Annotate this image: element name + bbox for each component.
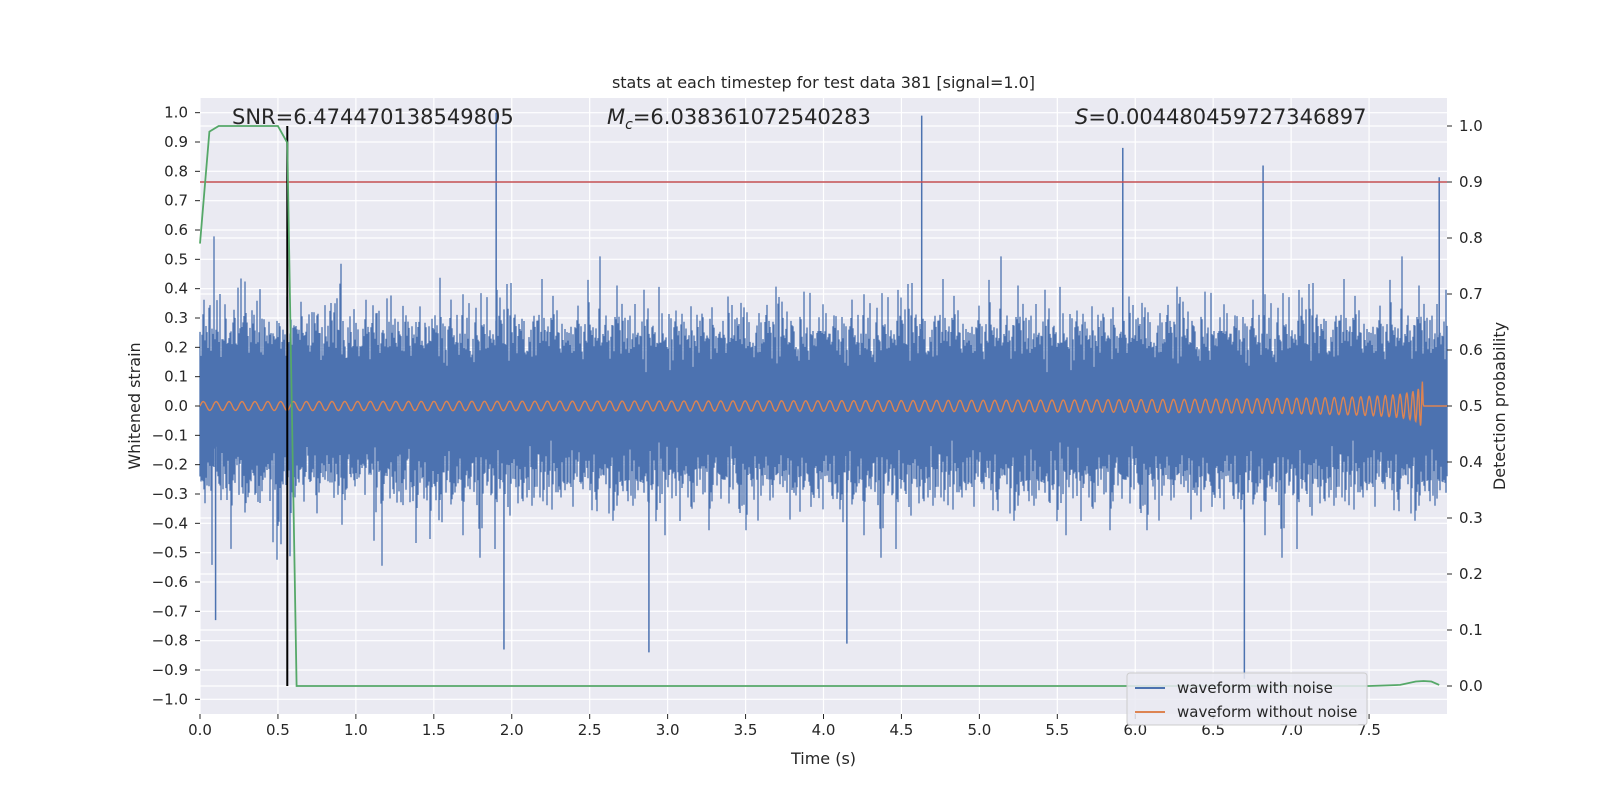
detection-probability-line [199,125,1440,687]
x-tick-label: 3.0 [656,721,680,739]
s-value: =0.004480459727346897 [1088,105,1366,129]
x-axis-label: Time (s) [790,749,856,768]
y2-tick-label: 0.7 [1459,285,1483,303]
legend-label-with-noise: waveform with noise [1177,679,1333,697]
y-tick-label: −0.4 [152,514,188,532]
x-tick-label: 1.0 [344,721,368,739]
y-tick-label: 0.0 [164,397,188,415]
legend-label-without-noise: waveform without noise [1177,703,1357,721]
s-annotation: S=0.004480459727346897 [1075,105,1366,129]
x-tick-label: 1.5 [422,721,446,739]
x-tick-label: 0.5 [266,721,290,739]
chirp-mass-symbol: M [607,105,625,129]
y2-axis-label: Detection probability [1490,322,1509,490]
y-tick-label: 0.2 [164,338,188,356]
clean-trace [199,381,1447,426]
y-tick-label: −0.8 [152,632,188,650]
chirp-mass-annotation: Mc=6.038361072540283 [607,105,871,133]
y2-tick-label: 0.4 [1459,453,1483,471]
y2-tick-label: 0.2 [1459,565,1483,583]
y2-tick-label: 0.6 [1459,341,1483,359]
overlay-marks [199,125,1447,687]
series-waveform-with-noise [199,112,1448,679]
y2-tick-label: 1.0 [1459,117,1483,135]
y-tick-label: −0.7 [152,602,188,620]
noise-trace [199,236,1448,566]
x-tick-label: 2.0 [500,721,524,739]
y-tick-label: −0.1 [152,426,188,444]
y2-tick-label: 0.8 [1459,229,1483,247]
x-tick-label: 5.5 [1045,721,1069,739]
x-tick-label: 5.0 [967,721,991,739]
x-tick-label: 0.0 [188,721,212,739]
snr-annotation: SNR=6.474470138549805 [232,105,514,129]
y-tick-label: −1.0 [152,690,188,708]
y-tick-label: −0.6 [152,573,188,591]
y2-tick-label: 0.9 [1459,173,1483,191]
legend-box [1126,672,1368,726]
y-tick-label: 0.4 [164,280,188,298]
chirp-mass-subscript: c [625,117,633,133]
legend: waveform with noise waveform without noi… [1126,672,1368,726]
y-tick-label: 1.0 [164,104,188,122]
series-waveform-without-noise [199,381,1447,426]
y2-tick-label: 0.0 [1459,677,1483,695]
y-tick-label: −0.9 [152,661,188,679]
y-tick-label: 0.3 [164,309,188,327]
y-tick-label: −0.2 [152,456,188,474]
y-tick-label: 0.5 [164,250,188,268]
x-tick-label: 2.5 [578,721,602,739]
y2-tick-label: 0.3 [1459,509,1483,527]
x-tick-label: 3.5 [734,721,758,739]
y-tick-label: 0.7 [164,192,188,210]
s-symbol: S [1075,105,1088,129]
y-tick-label: 0.9 [164,133,188,151]
chart-title: stats at each timestep for test data 381… [612,73,1035,92]
y2-tick-label: 0.1 [1459,621,1483,639]
axes: 0.0 0.5 1.0 1.5 2.0 2.5 3.0 3.5 4.0 4.5 5.0 5.5 6.0 6… [152,104,1483,739]
x-tick-label: 4.5 [890,721,914,739]
y-axis-label: Whitened strain [125,342,144,469]
y-tick-label: 0.6 [164,221,188,239]
chirp-mass-value: =6.038361072540283 [633,105,871,129]
x-tick-label: 4.0 [812,721,836,739]
y2-tick-label: 0.5 [1459,397,1483,415]
y-tick-label: −0.5 [152,544,188,562]
y-tick-label: 0.1 [164,368,188,386]
y-tick-label: 0.8 [164,162,188,180]
y-tick-label: −0.3 [152,485,188,503]
